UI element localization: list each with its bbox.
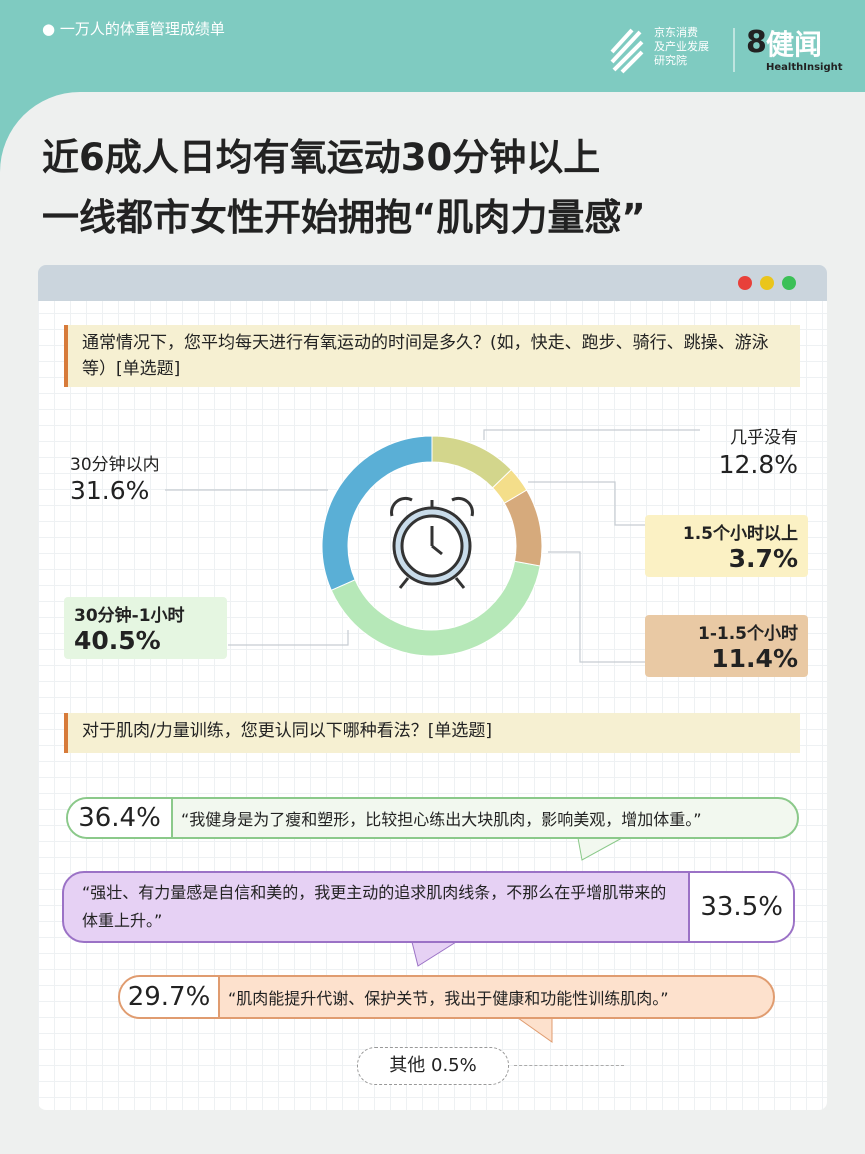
opinion-pct: 33.5% — [688, 873, 793, 941]
donut-slice — [503, 489, 543, 567]
label-box: 30分钟-1小时 40.5% — [64, 597, 227, 659]
value-label: 12.8% — [718, 450, 798, 479]
donut-slice — [330, 560, 541, 657]
label: 30分钟以内 — [70, 455, 160, 475]
divider — [514, 1065, 624, 1066]
title: 近6成人日均有氧运动30分钟以上一线都市女性开始拥抱“肌肉力量感” — [42, 128, 646, 248]
opinion-text: “肌肉能提升代谢、保护关节，我出于健康和功能性训练肌肉。” — [228, 989, 669, 1008]
leaders — [165, 429, 700, 663]
value-label: 3.7% — [728, 544, 798, 573]
label: 几乎没有 — [730, 428, 798, 448]
opinion-text: “我健身是为了瘦和塑形，比较担心练出大块肌肉，影响美观，增加体重。” — [181, 810, 702, 829]
opinion-text: “强壮、有力量感是自信和美的，我更主动的追求肌肉线条，不那么在乎增肌带来的体重上… — [82, 883, 667, 930]
question: 对于肌肉/力量训练，您更认同以下哪种看法？[单选题] — [64, 713, 800, 753]
svg-text:8: 8 — [746, 25, 767, 60]
logo-text: 研究院 — [654, 53, 687, 67]
brand-en: HealthInsight — [766, 62, 843, 73]
opinion-pct: 36.4% — [68, 799, 173, 837]
other: 其他 0.5% — [357, 1047, 509, 1085]
label-box: 1-1.5个小时 11.4% — [645, 615, 808, 677]
label: 1.5个小时以上 — [682, 524, 798, 544]
donut-slice — [491, 468, 528, 504]
opinion-pct: 29.7% — [120, 977, 220, 1017]
value-label: 11.4% — [711, 644, 798, 673]
value-label: 31.6% — [70, 476, 150, 505]
bubble-tails — [411, 837, 623, 1043]
donut-chart — [165, 429, 700, 663]
logo-text: 京东消费 — [654, 25, 698, 39]
label-box: 1.5个小时以上 3.7% — [645, 515, 808, 577]
logos: 京东消费 及产业发展 研究院 8 健闻 HealthInsight — [610, 25, 843, 74]
label: 1-1.5个小时 — [698, 624, 798, 644]
opinion-bubble: 29.7% “肌肉能提升代谢、保护关节，我出于健康和功能性训练肌肉。” — [118, 975, 775, 1019]
tag: ● 一万人的体重管理成绩单 — [42, 20, 225, 38]
tag-text: 一万人的体重管理成绩单 — [59, 20, 225, 38]
card — [38, 265, 827, 1110]
dots — [738, 276, 796, 290]
title-line: 近6成人日均有氧运动30分钟以上 — [42, 136, 601, 179]
title-line: 一线都市女性开始拥抱“肌肉力量感” — [42, 196, 646, 239]
value-label: 40.5% — [74, 626, 161, 655]
opinion-bubble: “强壮、有力量感是自信和美的，我更主动的追求肌肉线条，不那么在乎增肌带来的体重上… — [62, 871, 795, 943]
card-bar — [38, 265, 827, 301]
brand: 健闻 — [766, 28, 822, 61]
clock — [390, 496, 474, 589]
donut-slice — [431, 435, 512, 489]
question: 通常情况下，您平均每天进行有氧运动的时间是多久？(如，快走、跑步、骑行、跳操、游… — [64, 325, 800, 387]
opinion-bubble: 36.4% “我健身是为了瘦和塑形，比较担心练出大块肌肉，影响美观，增加体重。” — [66, 797, 799, 839]
logo-text: 及产业发展 — [654, 39, 709, 53]
label: 30分钟-1小时 — [74, 606, 185, 626]
